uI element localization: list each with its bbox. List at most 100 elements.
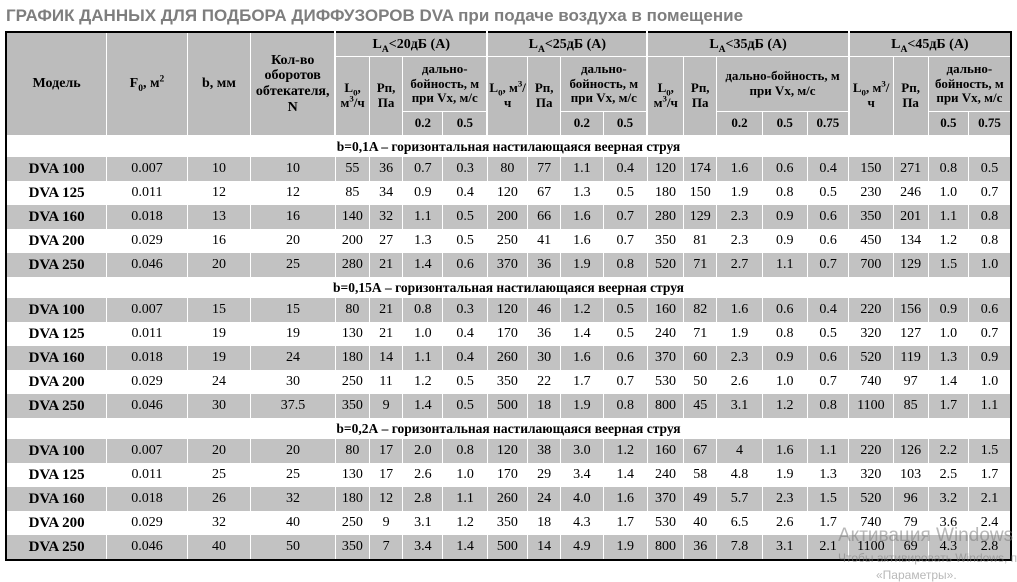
data-cell: 520 — [646, 253, 685, 277]
data-cell: 1.4 — [560, 322, 604, 346]
data-cell: 500 — [486, 394, 529, 418]
data-cell: 80 — [334, 439, 370, 463]
data-cell: 0.7 — [602, 205, 648, 229]
data-cell: 1.2 — [560, 298, 604, 322]
data-cell: 9 — [368, 511, 404, 535]
header-group-la35: LA<35дБ (А) — [646, 31, 850, 57]
data-cell: 3.0 — [560, 439, 604, 463]
data-cell: 1.7 — [602, 511, 648, 535]
data-cell: 2.1 — [968, 487, 1012, 511]
data-cell: 1.2 — [761, 394, 808, 418]
data-cell: 50 — [683, 370, 718, 394]
data-cell: 19 — [250, 322, 336, 346]
data-cell: 0.3 — [442, 157, 488, 181]
data-cell: 3.4 — [402, 535, 444, 560]
data-cell: 0.8 — [806, 394, 850, 418]
data-cell: 2.3 — [716, 346, 763, 370]
data-cell: 129 — [892, 253, 929, 277]
data-cell: 0.9 — [761, 229, 808, 253]
data-cell: 67 — [683, 439, 718, 463]
header-speed: 0.5 — [761, 111, 808, 136]
diffuser-selection-table: Модель F0, м2 b, мм Кол-во оборотов обте… — [5, 31, 1012, 561]
header-row-groups: Модель F0, м2 b, мм Кол-во оборотов обте… — [5, 31, 1012, 136]
data-cell: 1.0 — [442, 463, 488, 487]
data-cell: 4.8 — [716, 463, 763, 487]
data-cell: 0.8 — [602, 253, 648, 277]
data-cell: 2.8 — [968, 535, 1012, 560]
section-label: b=0,15А – горизонтальная настилающаяся в… — [6, 277, 1011, 298]
data-cell: 97 — [892, 370, 929, 394]
data-cell: 1.0 — [968, 253, 1012, 277]
data-cell: 80 — [334, 298, 370, 322]
model-cell: DVA 200 — [5, 229, 108, 253]
data-cell: 250 — [334, 511, 370, 535]
data-cell: 220 — [848, 439, 894, 463]
header-rp-g3: Рп, Па — [683, 56, 718, 136]
data-cell: 10 — [186, 157, 252, 181]
data-cell: 0.011 — [106, 463, 188, 487]
data-cell: 0.5 — [806, 181, 850, 205]
data-cell: 180 — [334, 487, 370, 511]
data-cell: 1.9 — [716, 322, 763, 346]
section-header-row: b=0,1A – горизонтальная настилающаяся ве… — [6, 135, 1011, 157]
header-b: b, мм — [186, 31, 252, 136]
header-rp-g2: Рп, Па — [527, 56, 562, 136]
table-row: DVA 160 0.018 13 16 140 32 1.1 0.5 200 66 1.6 0.7 28… — [5, 205, 1012, 229]
data-cell: 6.5 — [716, 511, 763, 535]
data-cell: 36 — [527, 253, 562, 277]
data-cell: 0.7 — [968, 322, 1012, 346]
data-cell: 0.018 — [106, 346, 188, 370]
data-cell: 12 — [368, 487, 404, 511]
data-cell: 15 — [250, 298, 336, 322]
data-cell: 0.007 — [106, 439, 188, 463]
data-cell: 370 — [646, 346, 685, 370]
table-row: DVA 160 0.018 26 32 180 12 2.8 1.1 260 24 4.0 1.6 37… — [5, 487, 1012, 511]
data-cell: 0.6 — [602, 346, 648, 370]
data-cell: 350 — [334, 535, 370, 560]
data-cell: 0.4 — [442, 181, 488, 205]
data-cell: 350 — [486, 511, 529, 535]
table-row: DVA 160 0.018 19 24 180 14 1.1 0.4 260 30 1.6 0.6 37… — [5, 346, 1012, 370]
data-cell: 1.5 — [806, 487, 850, 511]
data-cell: 21 — [368, 298, 404, 322]
data-cell: 1.9 — [716, 181, 763, 205]
data-cell: 81 — [683, 229, 718, 253]
header-group-la25: LA<25дБ (А) — [486, 31, 648, 57]
data-cell: 120 — [486, 181, 529, 205]
data-cell: 130 — [334, 463, 370, 487]
data-cell: 1.9 — [602, 535, 648, 560]
data-cell: 1.0 — [968, 370, 1012, 394]
data-cell: 24 — [527, 487, 562, 511]
data-cell: 119 — [892, 346, 929, 370]
data-cell: 16 — [186, 229, 252, 253]
data-cell: 1.5 — [968, 439, 1012, 463]
data-cell: 1.9 — [560, 394, 604, 418]
data-cell: 2.1 — [806, 535, 850, 560]
table-body: b=0,1A – горизонтальная настилающаяся ве… — [5, 135, 1012, 560]
section-header-row: b=0,2А – горизонтальная настилающаяся ве… — [6, 418, 1011, 439]
section-label: b=0,2А – горизонтальная настилающаяся ве… — [6, 418, 1011, 439]
data-cell: 246 — [892, 181, 929, 205]
data-cell: 25 — [250, 253, 336, 277]
data-cell: 0.9 — [761, 205, 808, 229]
data-cell: 10 — [250, 157, 336, 181]
header-speed: 0.5 — [927, 111, 970, 136]
data-cell: 5.7 — [716, 487, 763, 511]
data-cell: 700 — [848, 253, 894, 277]
model-cell: DVA 200 — [5, 511, 108, 535]
data-cell: 0.4 — [442, 322, 488, 346]
data-cell: 0.8 — [761, 322, 808, 346]
model-cell: DVA 100 — [5, 439, 108, 463]
data-cell: 3.4 — [560, 463, 604, 487]
data-cell: 3.1 — [761, 535, 808, 560]
data-cell: 1.6 — [761, 439, 808, 463]
data-cell: 0.6 — [806, 229, 850, 253]
data-cell: 1.3 — [560, 181, 604, 205]
data-cell: 1.5 — [927, 253, 970, 277]
header-range-g3: дально-бойность, м при Vx, м/с — [716, 56, 850, 112]
data-cell: 55 — [334, 157, 370, 181]
table-row: DVA 100 0.007 20 20 80 17 2.0 0.8 120 38 3.0 1.2 160… — [5, 439, 1012, 463]
data-cell: 0.4 — [806, 157, 850, 181]
data-cell: 2.3 — [761, 487, 808, 511]
data-cell: 11 — [368, 370, 404, 394]
